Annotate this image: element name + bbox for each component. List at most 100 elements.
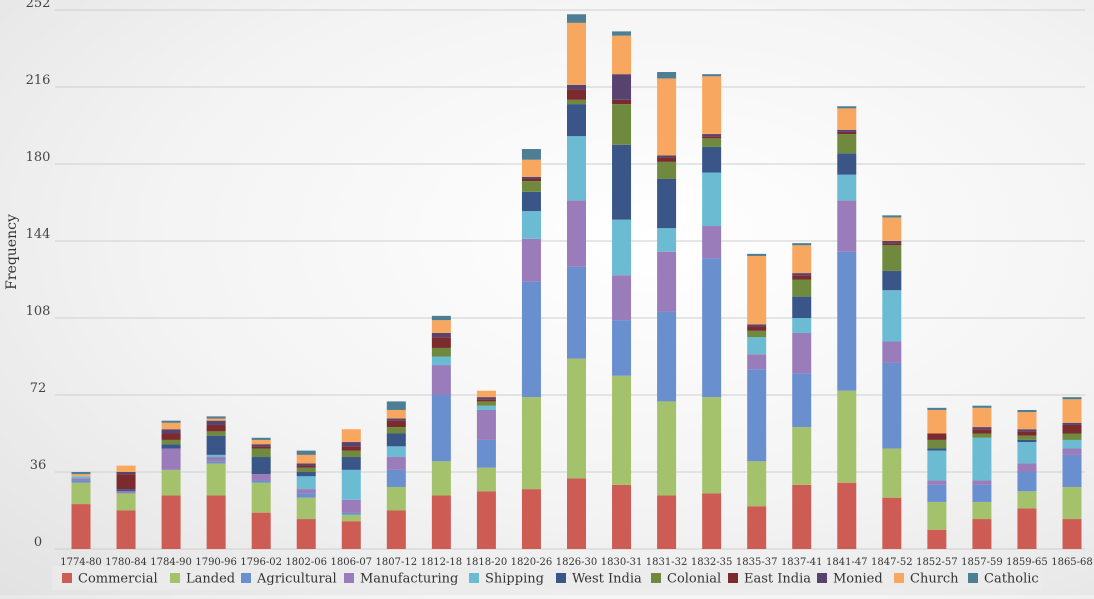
- bar-segment-landed: [972, 501, 992, 520]
- bar-segment-landed: [882, 448, 902, 498]
- bar-segment-manufacturing: [612, 275, 632, 321]
- bar-segment-agricultural: [296, 493, 316, 498]
- bar-segment-west-india: [1017, 439, 1037, 443]
- y-tick-label: 252: [26, 0, 51, 11]
- legend-swatch: [170, 573, 180, 583]
- bar-segment-manufacturing: [837, 200, 857, 252]
- bar-segment-colonial: [702, 138, 722, 147]
- bar-segment-manufacturing: [386, 457, 406, 470]
- bar-segment-east-india: [161, 433, 181, 440]
- bar-segment-commercial: [1062, 519, 1082, 549]
- bar-segment-manufacturing: [972, 480, 992, 485]
- bar-segment-monied: [612, 74, 632, 100]
- bar-segment-landed: [792, 427, 812, 485]
- bar-segment-church: [386, 409, 406, 419]
- bar-segment-catholic: [702, 74, 722, 77]
- bar-segment-church: [702, 76, 722, 135]
- bar-segment-catholic: [521, 149, 541, 160]
- bar-segment-agricultural: [567, 266, 586, 359]
- bar-segment-catholic: [206, 416, 226, 419]
- bar-segment-manufacturing: [431, 365, 451, 395]
- bar-segment-manufacturing: [71, 478, 91, 481]
- bar-segment-manufacturing: [567, 200, 586, 267]
- bar-segment-colonial: [567, 99, 586, 105]
- bar-segment-catholic: [296, 450, 316, 455]
- bar-segment-church: [657, 78, 677, 156]
- bar-segment-agricultural: [206, 461, 226, 464]
- bar-segment-colonial: [161, 439, 181, 445]
- bar-segment-colonial: [296, 467, 316, 472]
- bar-segment-colonial: [792, 279, 812, 297]
- bar-segment-landed: [206, 463, 226, 496]
- bar-segment-manufacturing: [251, 474, 271, 481]
- x-tick-label: 1826-30: [556, 557, 598, 568]
- bar-segment-monied: [657, 155, 677, 158]
- bar-segment-catholic: [71, 472, 91, 475]
- bar-segment-colonial: [972, 433, 992, 438]
- legend-label: Agricultural: [256, 572, 337, 587]
- x-tick-label: 1774-80: [60, 557, 102, 568]
- bar-segment-monied: [882, 241, 902, 244]
- bar-segment-catholic: [792, 243, 812, 246]
- bar-segment-church: [747, 255, 767, 325]
- bar-segment-monied: [386, 418, 406, 421]
- bar-segment-commercial: [296, 519, 316, 549]
- bar-segment-colonial: [747, 330, 767, 338]
- bar-segment-monied: [476, 397, 496, 400]
- bar-segment-commercial: [1017, 508, 1037, 549]
- bar-segment-colonial: [837, 134, 857, 154]
- bar-segment-east-india: [341, 446, 361, 451]
- y-tick-label: 144: [26, 227, 51, 242]
- bar-segment-catholic: [1017, 409, 1037, 413]
- bar-segment-colonial: [251, 448, 271, 458]
- x-tick-label: 1812-18: [421, 557, 463, 568]
- bar-segment-colonial: [1062, 433, 1082, 440]
- bar-segment-east-india: [837, 131, 857, 135]
- bar-segment-east-india: [1062, 424, 1082, 434]
- bar-segment-manufacturing: [476, 409, 496, 440]
- bar-segment-colonial: [521, 181, 541, 192]
- bar-segment-agricultural: [747, 369, 767, 462]
- bar-segment-commercial: [386, 510, 406, 549]
- legend-swatch: [728, 573, 738, 583]
- legend-label: East India: [744, 572, 811, 587]
- legend-swatch: [241, 573, 251, 583]
- bar-segment-east-india: [927, 433, 947, 440]
- bar-segment-shipping: [612, 219, 632, 276]
- x-tick-label: 1865-68: [1051, 557, 1093, 568]
- y-tick-label: 180: [26, 150, 51, 165]
- bar-segment-shipping: [431, 356, 451, 366]
- bar-segment-commercial: [476, 491, 496, 549]
- bar-segment-church: [251, 439, 271, 445]
- bar-segment-shipping: [206, 454, 226, 458]
- bar-segment-landed: [296, 497, 316, 520]
- bar-segment-landed: [341, 514, 361, 522]
- x-tick-label: 1807-12: [376, 557, 418, 568]
- bar-segment-church: [161, 422, 181, 430]
- bar-segment-church: [567, 22, 586, 85]
- bar-segment-west-india: [702, 146, 722, 173]
- bar-segment-commercial: [71, 504, 91, 549]
- bar-segment-manufacturing: [296, 489, 316, 494]
- bar-segment-east-india: [1017, 431, 1037, 436]
- x-tick-label: 1841-47: [826, 557, 868, 568]
- bar-segment-landed: [612, 375, 632, 485]
- bar-segment-east-india: [657, 157, 677, 162]
- bar-segment-east-india: [476, 399, 496, 402]
- bar-segment-west-india: [657, 178, 677, 229]
- bar-segment-catholic: [972, 405, 992, 408]
- x-tick-label: 1831-32: [646, 557, 688, 568]
- bar-segment-church: [612, 35, 632, 75]
- x-tick-label: 1820-26: [511, 557, 553, 568]
- bar-segment-agricultural: [251, 480, 271, 483]
- bar-segment-agricultural: [1017, 472, 1037, 492]
- bar-segment-agricultural: [341, 512, 361, 515]
- bar-segment-manufacturing: [1017, 463, 1037, 472]
- legend-label: Landed: [186, 572, 235, 587]
- bar-segment-church: [71, 474, 91, 477]
- bar-segment-church: [1062, 399, 1082, 423]
- bars: [71, 14, 1082, 549]
- bar-segment-manufacturing: [521, 238, 541, 282]
- bar-segment-monied: [972, 427, 992, 430]
